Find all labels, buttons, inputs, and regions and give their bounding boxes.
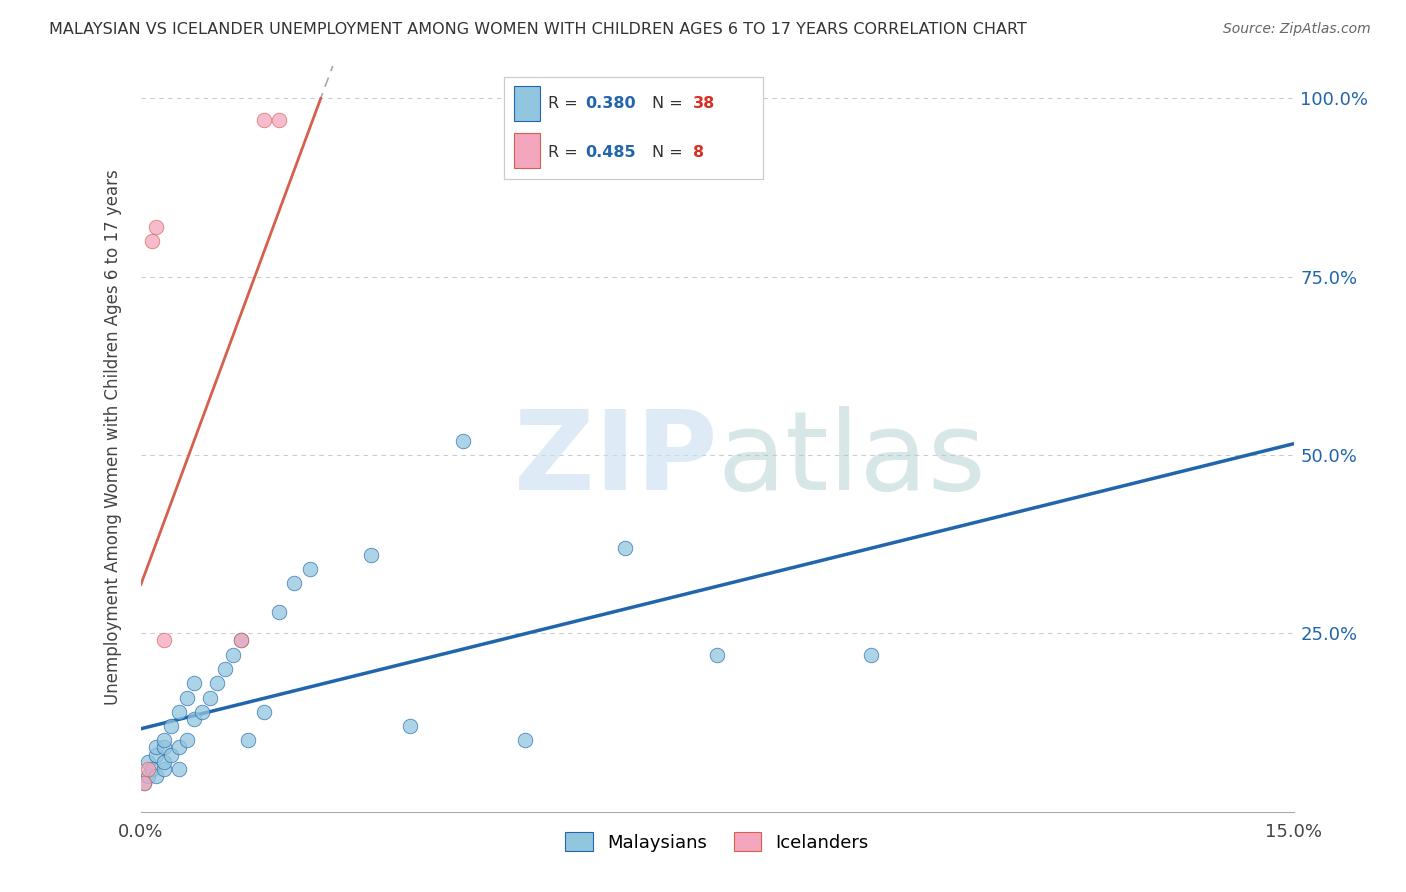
- Point: [360, 548, 382, 562]
- Point: [298, 562, 321, 576]
- Point: [198, 690, 221, 705]
- Point: [267, 112, 290, 127]
- Point: [859, 648, 882, 662]
- Point: [706, 648, 728, 662]
- Point: [152, 733, 174, 747]
- Point: [160, 719, 183, 733]
- Point: [145, 740, 167, 755]
- Text: MALAYSIAN VS ICELANDER UNEMPLOYMENT AMONG WOMEN WITH CHILDREN AGES 6 TO 17 YEARS: MALAYSIAN VS ICELANDER UNEMPLOYMENT AMON…: [49, 22, 1028, 37]
- Point: [613, 541, 636, 555]
- Text: ZIP: ZIP: [513, 406, 717, 513]
- Point: [167, 705, 190, 719]
- Point: [141, 762, 163, 776]
- Point: [183, 676, 205, 690]
- Point: [267, 605, 290, 619]
- Point: [513, 733, 536, 747]
- Point: [145, 219, 167, 234]
- Point: [152, 755, 174, 769]
- Point: [167, 740, 190, 755]
- Point: [238, 733, 260, 747]
- Point: [229, 633, 252, 648]
- Text: atlas: atlas: [717, 406, 986, 513]
- Point: [398, 719, 420, 733]
- Point: [141, 234, 163, 248]
- Point: [283, 576, 305, 591]
- Point: [167, 762, 190, 776]
- Point: [134, 776, 156, 790]
- Point: [176, 690, 198, 705]
- Point: [252, 112, 274, 127]
- Point: [145, 747, 167, 762]
- Point: [183, 712, 205, 726]
- Text: Source: ZipAtlas.com: Source: ZipAtlas.com: [1223, 22, 1371, 37]
- Point: [160, 747, 183, 762]
- Point: [214, 662, 236, 676]
- Point: [252, 705, 274, 719]
- Point: [222, 648, 245, 662]
- Point: [145, 769, 167, 783]
- Point: [136, 762, 159, 776]
- Point: [136, 755, 159, 769]
- Point: [152, 633, 174, 648]
- Point: [176, 733, 198, 747]
- Point: [152, 740, 174, 755]
- Point: [229, 633, 252, 648]
- Point: [191, 705, 214, 719]
- Point: [453, 434, 475, 448]
- Y-axis label: Unemployment Among Women with Children Ages 6 to 17 years: Unemployment Among Women with Children A…: [104, 169, 122, 705]
- Point: [207, 676, 229, 690]
- Point: [152, 762, 174, 776]
- Point: [134, 776, 156, 790]
- Legend: Malaysians, Icelanders: Malaysians, Icelanders: [558, 825, 876, 859]
- Point: [136, 769, 159, 783]
